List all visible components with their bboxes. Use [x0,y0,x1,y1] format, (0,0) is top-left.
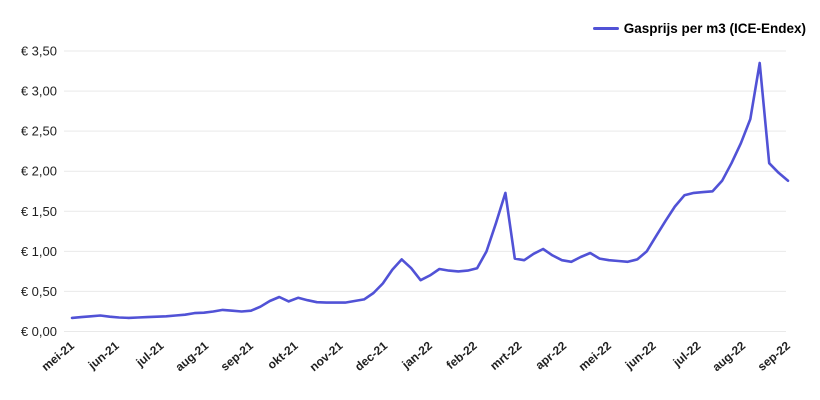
y-tick-label: € 2,00 [21,164,57,179]
y-tick-label: € 0,50 [21,284,57,299]
x-tick-label: jun-22 [622,338,659,372]
x-tick-label: jan-22 [399,338,436,372]
y-tick-label: € 3,00 [21,84,57,99]
x-tick-label: jul-21 [133,338,167,370]
x-tick-label: jul-22 [670,338,704,370]
y-tick-label: € 1,00 [21,244,57,259]
x-tick-label: jun-21 [85,338,122,372]
legend-label: Gasprijs per m3 (ICE-Endex) [623,21,806,36]
x-tick-label: feb-22 [444,338,480,372]
x-tick-label: apr-22 [533,338,570,372]
x-axis-labels: mei-21 jun-21 jul-21 aug-21 sep-21 okt-21 nov-… [39,338,793,374]
series-line-Gasprijs per m3 (ICE-Endex) [70,61,790,320]
y-tick-label: € 3,50 [21,44,57,59]
y-tick-label: € 0,00 [21,324,57,339]
x-tick-label: nov-21 [307,338,346,374]
series-lines [70,61,790,320]
x-tick-label: sep-22 [755,338,793,373]
x-tick-label: mrt-22 [487,338,524,373]
x-tick-label: dec-21 [352,338,390,373]
x-tick-label: okt-21 [265,338,301,372]
y-tick-label: € 1,50 [21,204,57,219]
x-tick-label: mei-22 [576,338,614,373]
y-axis-labels: € 0,00 € 0,50 € 1,00 € 1,50 € 2,00 € 2,50 € 3,… [21,44,57,340]
y-tick-label: € 2,50 [21,124,57,139]
gridlines [64,50,786,332]
legend: Gasprijs per m3 (ICE-Endex) [592,21,806,36]
x-tick-label: mei-21 [39,338,77,373]
x-tick-label: aug-21 [173,338,212,374]
legend-line-swatch [592,27,619,30]
x-tick-label: sep-21 [218,338,256,373]
x-tick-label: aug-22 [710,338,749,374]
